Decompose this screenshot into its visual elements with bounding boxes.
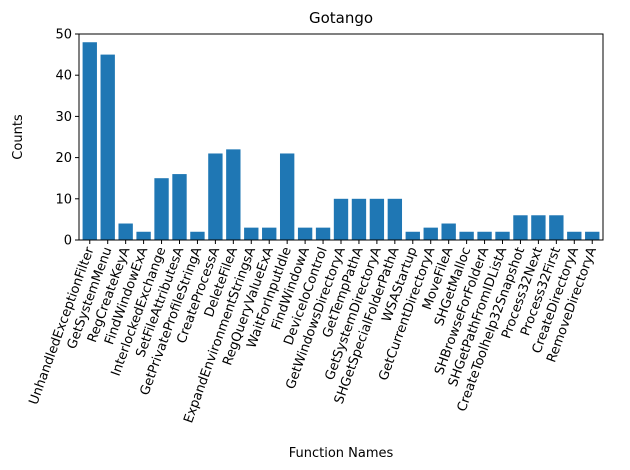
plot-frame — [78, 33, 604, 241]
plot-border — [78, 33, 604, 241]
bar-DeviceIoControl — [315, 227, 331, 240]
y-axis: 0 10 20 30 40 50 — [55, 28, 79, 249]
bar-CreateToolhelp32Snapshot — [513, 215, 528, 240]
y-axis-label: Counts — [11, 114, 26, 160]
bar-SHGetMalloc — [459, 231, 474, 240]
y-tick-label: 40 — [55, 69, 72, 84]
x-axis: UnhandledExceptionFilterGetSystemMenuReg… — [26, 240, 600, 425]
bar-RegQueryValueExA — [262, 227, 277, 240]
bar-SHGetSpecialFolderPathA — [387, 198, 403, 240]
bar-GetWindowsDirectoryA — [333, 198, 349, 240]
bar-DeleteFileA — [226, 149, 241, 240]
y-tick-label: 20 — [55, 151, 72, 166]
y-tick-label: 30 — [55, 110, 72, 125]
bar-WaitForInputIdle — [279, 153, 295, 240]
bar-ExpandEnvironmentStringsA — [244, 227, 259, 240]
y-tick-label: 10 — [55, 192, 72, 207]
x-axis-label: Function Names — [289, 446, 394, 461]
bar-FindWindowA — [297, 227, 313, 240]
bar-UnhandledExceptionFilter — [82, 42, 97, 240]
bar-WSAStartup — [405, 231, 420, 240]
bar-CreateProcessA — [208, 153, 223, 240]
y-tick-label: 50 — [55, 28, 72, 43]
bar-InterlockedExchange — [154, 178, 169, 240]
y-tick-label: 0 — [64, 234, 72, 249]
bar-SHBrowseForFolderA — [477, 231, 492, 240]
bar-GetTempPathA — [351, 198, 367, 240]
chart-title: Gotango — [309, 9, 373, 27]
bar-SetFileAttributesA — [172, 174, 187, 240]
bar-RegCreateKeyA — [118, 223, 133, 240]
bar-GetPrivateProfileStringA — [190, 231, 205, 240]
bar-FindWindowExA — [136, 231, 151, 240]
bar-Process32Next — [531, 215, 546, 240]
bar-GetSystemDirectoryA — [369, 198, 385, 240]
bar-MoveFileA — [441, 223, 456, 240]
bar-CreateDirectoryA — [567, 231, 582, 240]
bar-GetSystemMenu — [100, 54, 115, 240]
bar-GetCurrentDirectoryA — [423, 227, 438, 240]
bar-RemoveDirectoryA — [585, 231, 600, 240]
bar-SHGetPathFromIDListA — [495, 231, 510, 240]
bar-Process32First — [549, 215, 564, 240]
bars-group — [82, 42, 600, 240]
